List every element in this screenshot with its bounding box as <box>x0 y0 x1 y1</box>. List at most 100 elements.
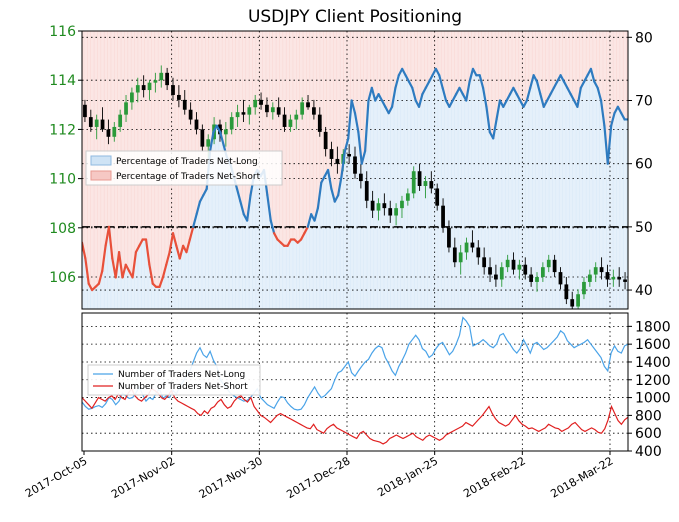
candle-up <box>235 112 240 118</box>
net-short-fill <box>528 31 533 88</box>
net-long-fill <box>306 226 311 309</box>
net-long-fill <box>575 106 580 309</box>
candle-down <box>570 299 575 307</box>
net-long-fill <box>124 264 129 309</box>
count-tick-label: 800 <box>635 408 662 424</box>
sentiment-segment <box>121 263 127 279</box>
net-long-fill <box>609 125 614 309</box>
net-short-fill <box>370 31 375 88</box>
net-short-fill <box>380 31 385 101</box>
net-short-fill <box>269 31 274 221</box>
candle-up <box>582 281 586 295</box>
sentiment-segment <box>202 187 208 197</box>
net-long-fill <box>215 125 220 309</box>
candle-down <box>265 104 269 113</box>
net-long-fill <box>225 157 230 309</box>
net-short-fill <box>542 31 547 107</box>
net-short-fill <box>393 31 398 88</box>
net-long-fill <box>296 242 300 309</box>
net-short-fill <box>397 31 402 76</box>
net-long-fill <box>370 87 375 309</box>
net-long-fill <box>589 68 594 309</box>
sentiment-segment <box>114 251 121 279</box>
net-long-fill <box>535 81 540 309</box>
sentiment-segment <box>353 112 360 134</box>
net-short-fill <box>410 31 415 88</box>
sentiment-segment <box>313 206 320 222</box>
sentiment-segment <box>161 263 168 279</box>
net-long-fill <box>612 113 617 309</box>
net-short-fill <box>538 31 543 95</box>
net-short-fill <box>572 31 577 101</box>
net-long-fill <box>208 151 213 309</box>
candle-up <box>405 193 410 201</box>
sentiment-segment <box>185 238 191 254</box>
candle-up <box>130 92 134 103</box>
net-short-fill <box>312 31 317 221</box>
net-long-fill <box>157 286 162 309</box>
net-long-fill <box>90 290 95 309</box>
candle-up <box>300 102 305 115</box>
candle-down <box>529 274 534 282</box>
sentiment-segment <box>441 86 448 102</box>
candle-down <box>182 99 187 110</box>
net-short-fill <box>562 31 567 82</box>
price-tick-label: 108 <box>49 221 76 237</box>
net-long-fill <box>178 258 183 309</box>
sentiment-segment <box>404 74 411 83</box>
sentiment-segment <box>198 194 205 203</box>
sentiment-segment <box>320 175 326 184</box>
sentiment-segment <box>246 194 252 222</box>
candle-down <box>417 171 422 186</box>
candle-down <box>552 259 557 273</box>
net-long-fill <box>117 252 122 309</box>
candle-down <box>358 173 363 182</box>
net-long-fill <box>619 113 624 309</box>
sentiment-segment <box>107 225 114 260</box>
sentiment-segment <box>505 93 512 102</box>
sentiment-segment <box>549 86 555 96</box>
net-long-fill <box>201 195 206 309</box>
net-short-fill <box>444 31 449 101</box>
net-short-fill <box>205 31 209 189</box>
net-short-fill <box>373 31 378 101</box>
net-long-fill <box>144 239 149 309</box>
net-short-fill <box>299 31 304 240</box>
net-long-fill <box>336 195 341 309</box>
net-long-fill <box>531 75 536 309</box>
top-panel-frame <box>81 30 629 310</box>
sentiment-segment <box>428 74 434 83</box>
candle-up <box>576 294 580 307</box>
net-short-fill <box>326 31 331 170</box>
price-axis: 106 108 110 112 114 116 <box>49 24 82 286</box>
net-short-fill <box>144 31 149 240</box>
sentiment-segment <box>387 105 394 115</box>
net-long-fill <box>478 75 482 309</box>
net-long-fill <box>515 94 520 309</box>
candle-down <box>106 129 111 137</box>
net-long-fill <box>467 81 472 309</box>
candle-up <box>112 126 117 137</box>
candle-down <box>488 267 492 275</box>
net-long-fill <box>151 283 156 309</box>
net-long-fill <box>248 195 253 309</box>
net-long-fill <box>184 252 189 309</box>
net-short-fill <box>491 31 496 139</box>
net-long-fill <box>538 94 543 309</box>
sentiment-segment <box>522 99 528 108</box>
x-tick-label: 2017-Dec-28 <box>284 454 352 501</box>
net-short-fill <box>181 31 186 246</box>
sentiment-tick-label: 60 <box>635 157 653 173</box>
sentiment-segment <box>552 80 559 89</box>
x-tick-label: 2018-Jan-25 <box>375 454 440 499</box>
net-long-fill <box>579 87 584 309</box>
net-long-fill <box>211 132 216 309</box>
net-short-fill <box>552 31 557 88</box>
net-short-fill <box>262 31 267 170</box>
net-long-fill <box>504 100 509 309</box>
sentiment-segment <box>417 93 424 108</box>
sentiment-segment <box>158 276 164 288</box>
net-short-fill <box>413 31 418 101</box>
sentiment-segment <box>316 181 323 210</box>
net-long-fill <box>420 94 425 309</box>
